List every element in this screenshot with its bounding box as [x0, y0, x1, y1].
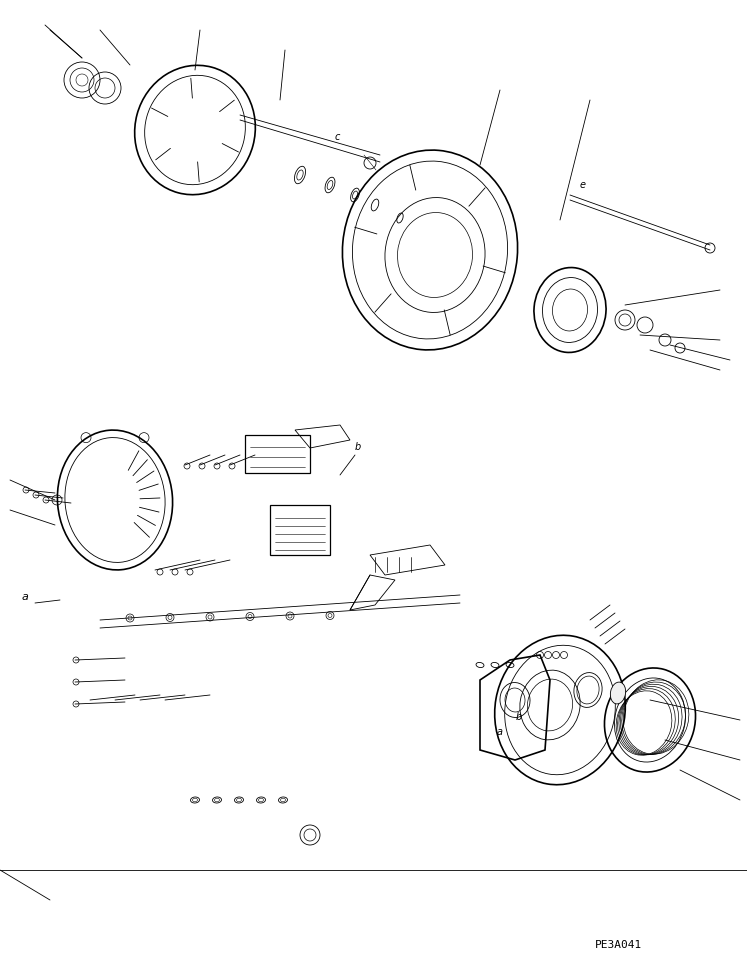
- Text: a: a: [497, 727, 503, 737]
- Bar: [270, 505, 330, 555]
- Text: PE3A041: PE3A041: [595, 940, 642, 950]
- Ellipse shape: [610, 682, 626, 704]
- Text: e: e: [580, 180, 586, 190]
- Text: b: b: [355, 442, 362, 452]
- Text: c: c: [335, 132, 341, 142]
- Bar: [245, 435, 310, 473]
- Text: a: a: [22, 592, 29, 602]
- Text: b: b: [516, 712, 522, 722]
